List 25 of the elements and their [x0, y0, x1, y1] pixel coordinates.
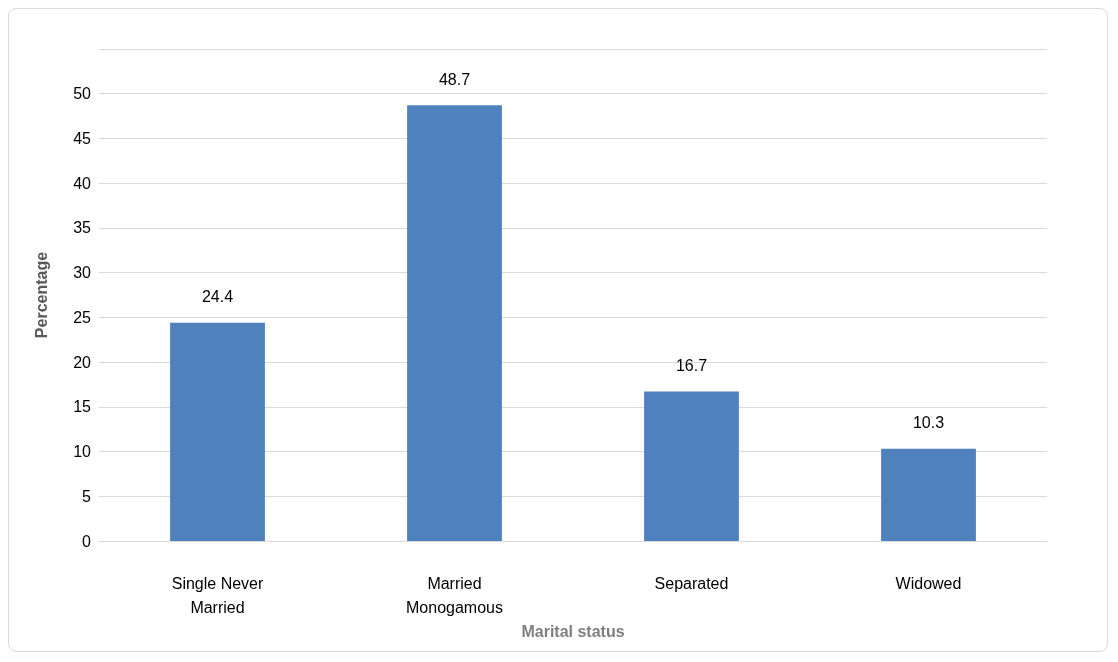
y-tick-label: 40 — [73, 174, 92, 192]
x-tick-label: Married Monogamous — [406, 574, 503, 616]
x-axis-title: Marital status — [521, 623, 625, 641]
data-label: 48.7 — [438, 70, 471, 88]
y-tick-label: 5 — [82, 487, 92, 505]
y-tick-label: 0 — [82, 532, 92, 550]
bar — [881, 448, 976, 541]
y-tick-label: 45 — [73, 129, 92, 147]
bar — [170, 322, 265, 541]
x-tick-label: Separated — [654, 574, 729, 592]
x-tick-label: Single Never Married — [171, 574, 264, 616]
data-label: 24.4 — [201, 288, 234, 306]
data-label: 16.7 — [675, 357, 708, 375]
y-tick-label: 50 — [73, 85, 92, 103]
y-axis-title: Percentage — [32, 251, 50, 339]
y-tick-label: 10 — [73, 443, 92, 461]
y-tick-label: 30 — [73, 264, 92, 282]
bar — [644, 391, 739, 541]
x-tick-label: Widowed — [895, 574, 962, 592]
y-tick-label: 35 — [73, 219, 92, 237]
bar — [407, 105, 502, 541]
y-tick-label: 20 — [73, 353, 92, 371]
data-label: 10.3 — [912, 414, 945, 432]
y-tick-label: 25 — [73, 308, 92, 326]
y-tick-label: 15 — [73, 398, 92, 416]
